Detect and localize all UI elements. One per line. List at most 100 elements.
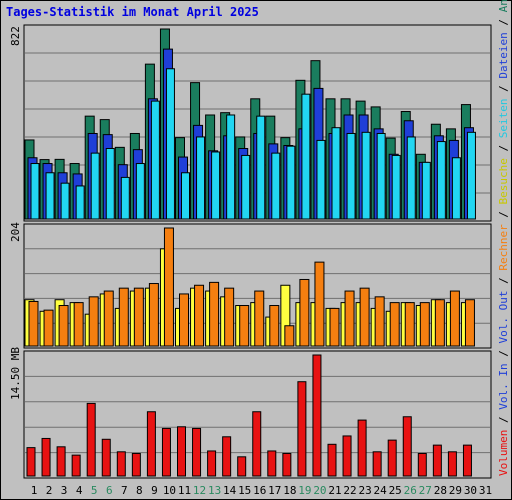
bar-volumen [131, 452, 141, 477]
x-tick-label: 24 [374, 484, 388, 497]
bar-volumen [177, 426, 186, 477]
legend-separator: / [497, 204, 510, 225]
bar-seiten [120, 176, 130, 220]
bar-volumen [71, 454, 81, 477]
bar-rechner [419, 302, 430, 347]
legend-volumen: Volumen [497, 429, 510, 476]
x-tick-label: 3 [61, 484, 68, 497]
x-tick-label: 8 [136, 484, 143, 497]
x-tick-label: 26 [404, 484, 417, 497]
legend-separator: / [497, 78, 510, 99]
x-tick-label: 12 [193, 484, 206, 497]
bar-seiten [421, 161, 431, 220]
bar-volumen [462, 444, 472, 477]
bar-seiten [256, 115, 266, 220]
bar-rechner [314, 261, 325, 347]
bar-volumen [101, 438, 111, 477]
bar-rechner [284, 325, 295, 347]
legend-separator: / [497, 270, 510, 291]
bar-volumen [146, 411, 156, 477]
x-tick-label: 25 [389, 484, 402, 497]
x-tick-label: 11 [178, 484, 191, 497]
bar-rechner [299, 278, 310, 347]
bar-rechner [389, 302, 400, 347]
x-tick-label: 5 [91, 484, 98, 497]
bar-rechner [269, 305, 280, 347]
bar-seiten [211, 151, 221, 220]
bar-seiten [90, 152, 100, 220]
bar-seiten [451, 157, 461, 220]
x-tick-label: 7 [121, 484, 128, 497]
legend-dateien: Dateien [497, 32, 510, 79]
bar-volumen [222, 436, 232, 477]
visits-axis-max-label: 204 [9, 222, 22, 242]
x-tick-label: 15 [238, 484, 251, 497]
x-tick-label: 31 [479, 484, 492, 497]
bar-seiten [436, 141, 446, 220]
x-tick-label: 13 [208, 484, 221, 497]
hits-axis-max-label: 822 [9, 26, 22, 46]
bar-volumen [252, 411, 262, 477]
bar-volumen [327, 443, 337, 477]
bar-volumen [432, 444, 442, 477]
bar-volumen [237, 456, 247, 477]
bar-volumen [447, 451, 457, 477]
bar-rechner [374, 296, 385, 347]
bar-rechner [344, 290, 355, 347]
bar-seiten [406, 136, 416, 220]
x-tick-label: 28 [434, 484, 447, 497]
legend-separator: / [497, 343, 510, 364]
bar-seiten [286, 145, 296, 220]
bar-rechner [404, 302, 415, 347]
x-tick-label: 10 [163, 484, 176, 497]
x-tick-label: 1 [31, 484, 38, 497]
bar-volumen [207, 450, 217, 477]
x-tick-label: 17 [268, 484, 281, 497]
bar-rechner [449, 290, 460, 347]
bar-volumen [116, 451, 126, 477]
x-tick-label: 29 [449, 484, 462, 497]
bar-volumen [267, 450, 277, 477]
legend-seiten: Seiten [497, 98, 510, 139]
x-tick-label: 30 [464, 484, 477, 497]
bar-rechner [224, 287, 235, 347]
x-tick-label: 16 [253, 484, 266, 497]
bar-seiten [45, 172, 55, 220]
x-tick-label: 9 [151, 484, 158, 497]
x-tick-label: 2 [46, 484, 53, 497]
bar-seiten [75, 185, 85, 220]
bar-rechner [194, 284, 205, 347]
bar-rechner [88, 296, 99, 347]
bar-rechner [329, 307, 340, 347]
bar-volumen [192, 427, 202, 477]
bar-seiten [60, 182, 70, 220]
page-title: Tages-Statistik im Monat April 2025 [6, 5, 259, 19]
x-tick-label: 23 [358, 484, 371, 497]
bar-rechner [73, 302, 84, 347]
x-tick-label: 21 [328, 484, 341, 497]
x-tick-label: 19 [298, 484, 311, 497]
bar-rechner [163, 227, 174, 347]
bar-rechner [58, 305, 69, 347]
legend-anfragen: Anfragen [497, 0, 510, 12]
bar-volumen [56, 446, 66, 477]
bar-volumen [342, 435, 352, 477]
x-tick-label: 22 [343, 484, 356, 497]
bar-rechner [148, 283, 159, 347]
bar-volumen [372, 451, 382, 477]
bar-rechner [464, 299, 475, 347]
bar-rechner [254, 290, 265, 347]
x-tick-label: 4 [76, 484, 83, 497]
legend-separator: / [497, 12, 510, 33]
bar-seiten [226, 114, 236, 220]
bar-rechner [239, 305, 250, 347]
bar-volumen [312, 354, 322, 477]
bar-volumen [161, 427, 171, 477]
bar-seiten [30, 163, 40, 220]
bar-volumen [41, 437, 51, 477]
bar-rechner [133, 287, 144, 347]
right-legend: Volumen / Vol. In / Vol. Out / Rechner /… [497, 0, 510, 476]
volume-axis-max-label: 14.50 MB [9, 347, 22, 400]
bar-volumen [282, 452, 292, 477]
